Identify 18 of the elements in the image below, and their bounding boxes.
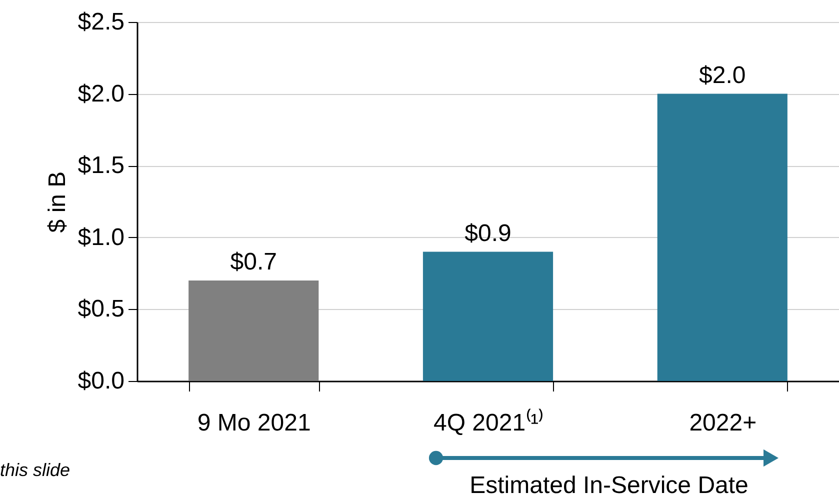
y-tick-label: $2.5 bbox=[78, 8, 124, 36]
x-tick-label: 4Q 2021⁽¹⁾ bbox=[433, 408, 544, 436]
y-tick-label: $0.5 bbox=[78, 296, 124, 323]
x-tick-label: 2022+ bbox=[689, 410, 757, 436]
x-tick-label: 9 Mo 2021 bbox=[197, 410, 311, 436]
bar bbox=[188, 280, 319, 381]
y-tick-label: $1.0 bbox=[78, 224, 124, 251]
y-tick-label: $1.5 bbox=[78, 152, 124, 180]
text: this slide bbox=[0, 460, 70, 480]
bar bbox=[422, 252, 554, 381]
data-label: $2.0 bbox=[699, 62, 746, 89]
y-tick-label: $2.0 bbox=[78, 80, 124, 108]
bar bbox=[657, 94, 788, 381]
y-axis-title: $ in B bbox=[44, 171, 71, 233]
data-label: $0.7 bbox=[230, 248, 277, 276]
data-label: $0.9 bbox=[464, 220, 512, 247]
y-tick-label: $0.0 bbox=[78, 368, 124, 394]
text: Estimated In-Service Date bbox=[470, 472, 748, 499]
